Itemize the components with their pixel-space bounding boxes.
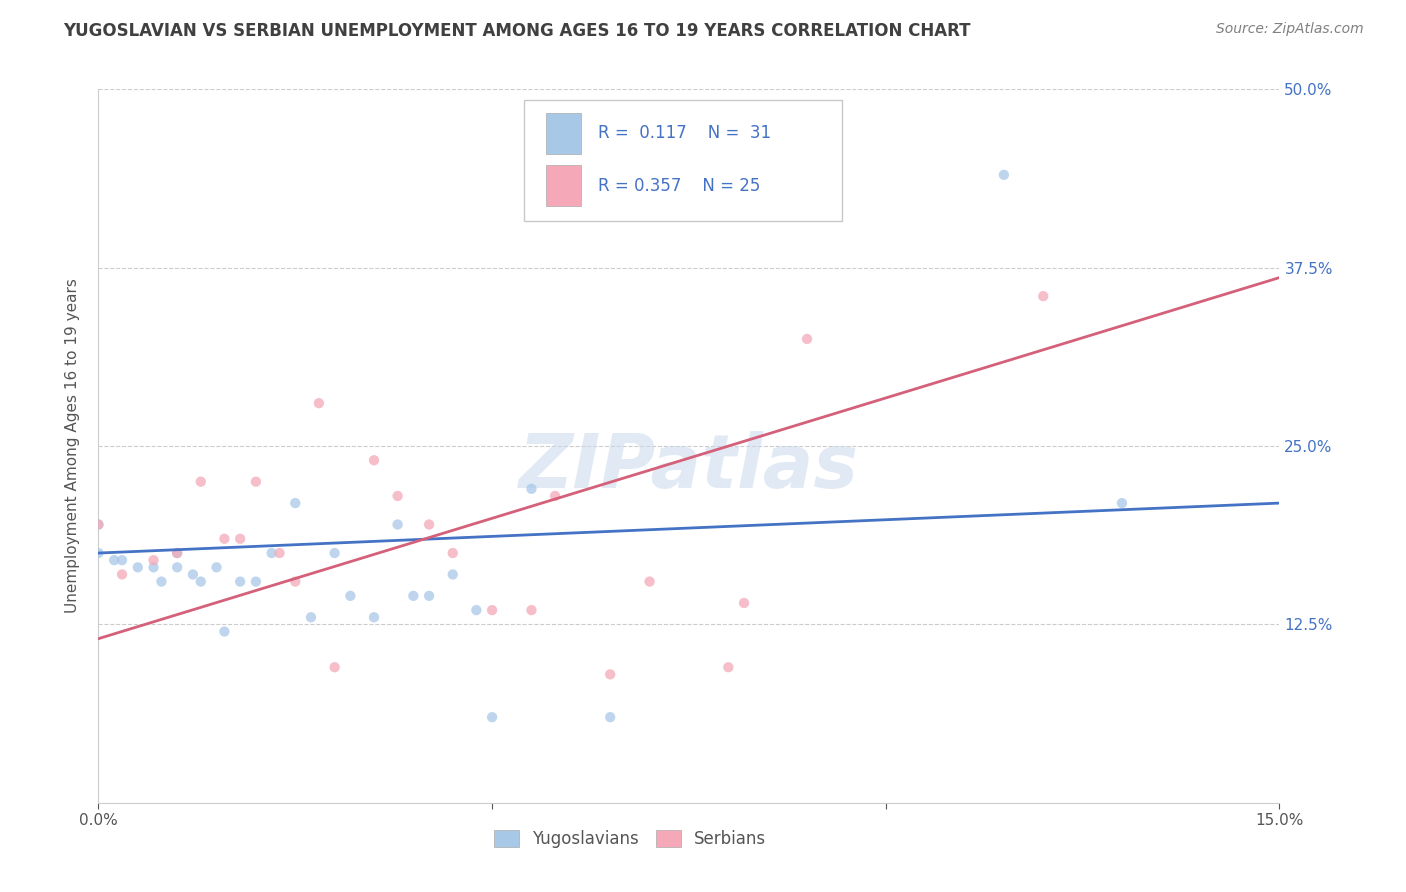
Point [166, 546, 188, 560]
Text: R = 0.357    N = 25: R = 0.357 N = 25 [598, 177, 761, 194]
FancyBboxPatch shape [546, 165, 582, 206]
Point [733, 596, 755, 610]
FancyBboxPatch shape [523, 100, 842, 221]
Point [190, 475, 212, 489]
Point [520, 603, 543, 617]
Text: YUGOSLAVIAN VS SERBIAN UNEMPLOYMENT AMONG AGES 16 TO 19 YEARS CORRELATION CHART: YUGOSLAVIAN VS SERBIAN UNEMPLOYMENT AMON… [63, 22, 970, 40]
Point [363, 453, 385, 467]
Point [418, 517, 440, 532]
Point [441, 546, 464, 560]
Point [993, 168, 1015, 182]
Point [229, 574, 252, 589]
Point [111, 567, 134, 582]
Point [269, 546, 291, 560]
Point [229, 532, 252, 546]
Point [387, 517, 409, 532]
Point [544, 489, 567, 503]
Point [103, 553, 125, 567]
Point [1111, 496, 1133, 510]
Point [481, 710, 503, 724]
Point [441, 567, 464, 582]
Point [418, 589, 440, 603]
Point [166, 546, 188, 560]
Point [796, 332, 818, 346]
Point [402, 589, 425, 603]
Text: Source: ZipAtlas.com: Source: ZipAtlas.com [1216, 22, 1364, 37]
Point [323, 546, 346, 560]
Y-axis label: Unemployment Among Ages 16 to 19 years: Unemployment Among Ages 16 to 19 years [65, 278, 80, 614]
Legend: Yugoslavians, Serbians: Yugoslavians, Serbians [486, 823, 773, 855]
Point [599, 710, 621, 724]
Point [1032, 289, 1054, 303]
Point [166, 560, 188, 574]
Point [190, 574, 212, 589]
Point [481, 603, 503, 617]
Point [260, 546, 283, 560]
Point [87, 546, 110, 560]
Point [127, 560, 149, 574]
Point [111, 553, 134, 567]
Point [245, 574, 267, 589]
Point [87, 517, 110, 532]
Point [323, 660, 346, 674]
Point [214, 532, 236, 546]
Point [142, 553, 165, 567]
Point [181, 567, 204, 582]
Point [284, 574, 307, 589]
Point [717, 660, 740, 674]
FancyBboxPatch shape [546, 113, 582, 153]
Point [150, 574, 173, 589]
Point [465, 603, 488, 617]
Point [599, 667, 621, 681]
Point [245, 475, 267, 489]
Point [205, 560, 228, 574]
Point [299, 610, 322, 624]
Text: ZIPatlas: ZIPatlas [519, 431, 859, 504]
Point [363, 610, 385, 624]
Text: R =  0.117    N =  31: R = 0.117 N = 31 [598, 125, 770, 143]
Point [87, 517, 110, 532]
Point [387, 489, 409, 503]
Point [638, 574, 661, 589]
Point [142, 560, 165, 574]
Point [520, 482, 543, 496]
Point [308, 396, 330, 410]
Point [214, 624, 236, 639]
Point [339, 589, 361, 603]
Point [284, 496, 307, 510]
